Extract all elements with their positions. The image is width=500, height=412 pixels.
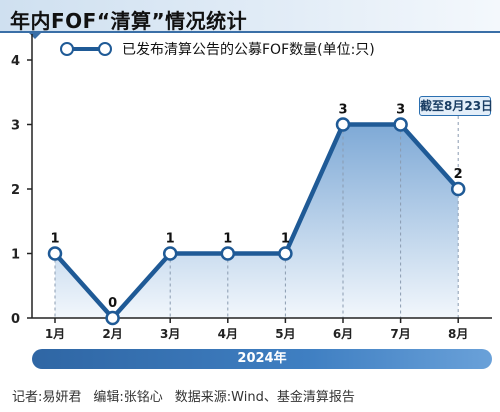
legend-line-marker bbox=[60, 39, 114, 59]
data-point bbox=[47, 246, 63, 261]
data-point bbox=[105, 310, 120, 326]
x-tick-label: 1月 bbox=[45, 327, 65, 341]
data-point bbox=[220, 246, 236, 261]
footer-credits: 记者:易妍君 编辑:张铭心 数据来源:Wind、基金清算报告 bbox=[12, 386, 367, 405]
x-tick-label: 4月 bbox=[218, 327, 238, 341]
data-label: 3 bbox=[396, 103, 405, 118]
series-line bbox=[52, 122, 461, 321]
y-tick-label: 1 bbox=[11, 248, 20, 263]
area-fill bbox=[55, 124, 459, 318]
data-point bbox=[278, 246, 293, 261]
chart-title: 年内FOF“清算”情况统计 bbox=[10, 9, 248, 33]
data-label: 3 bbox=[338, 103, 347, 118]
data-point bbox=[393, 117, 408, 132]
data-label: 1 bbox=[166, 232, 175, 247]
x-tick-label: 5月 bbox=[275, 327, 295, 341]
y-tick-label: 3 bbox=[11, 119, 20, 134]
y-tick-label: 4 bbox=[11, 54, 20, 69]
x-tick-label: 3月 bbox=[160, 327, 180, 341]
title-notch bbox=[28, 32, 42, 39]
reporter-credit: 记者:易妍君 bbox=[12, 390, 82, 405]
data-label: 1 bbox=[50, 232, 59, 247]
data-label: 1 bbox=[281, 232, 290, 247]
cutoff-date-annotation: 截至8月23日 bbox=[419, 96, 493, 116]
x-tick-label: 2月 bbox=[102, 327, 122, 341]
data-point bbox=[450, 181, 466, 197]
data-label: 2 bbox=[454, 167, 463, 182]
legend: 已发布清算公告的公募FOF数量(单位:只) bbox=[60, 38, 375, 60]
year-label: 2024年 bbox=[237, 351, 287, 366]
y-tick-label: 0 bbox=[11, 312, 20, 327]
data-source: 数据来源:Wind、基金清算报告 bbox=[174, 390, 355, 405]
legend-label: 已发布清算公告的公募FOF数量(单位:只) bbox=[122, 42, 375, 58]
x-tick-label: 8月 bbox=[448, 327, 468, 341]
x-tick-label: 6月 bbox=[333, 327, 353, 341]
data-point bbox=[335, 117, 351, 132]
year-band: 2024年 bbox=[32, 349, 492, 369]
editor-credit: 编辑:张铭心 bbox=[93, 390, 163, 405]
x-tick-label: 7月 bbox=[390, 327, 410, 341]
y-tick-label: 2 bbox=[11, 183, 20, 198]
title-bar: 年内FOF“清算”情况统计 bbox=[0, 0, 500, 39]
data-label: 0 bbox=[108, 296, 117, 311]
data-point bbox=[162, 246, 178, 261]
data-label: 1 bbox=[223, 232, 232, 247]
title-underline bbox=[0, 31, 500, 33]
